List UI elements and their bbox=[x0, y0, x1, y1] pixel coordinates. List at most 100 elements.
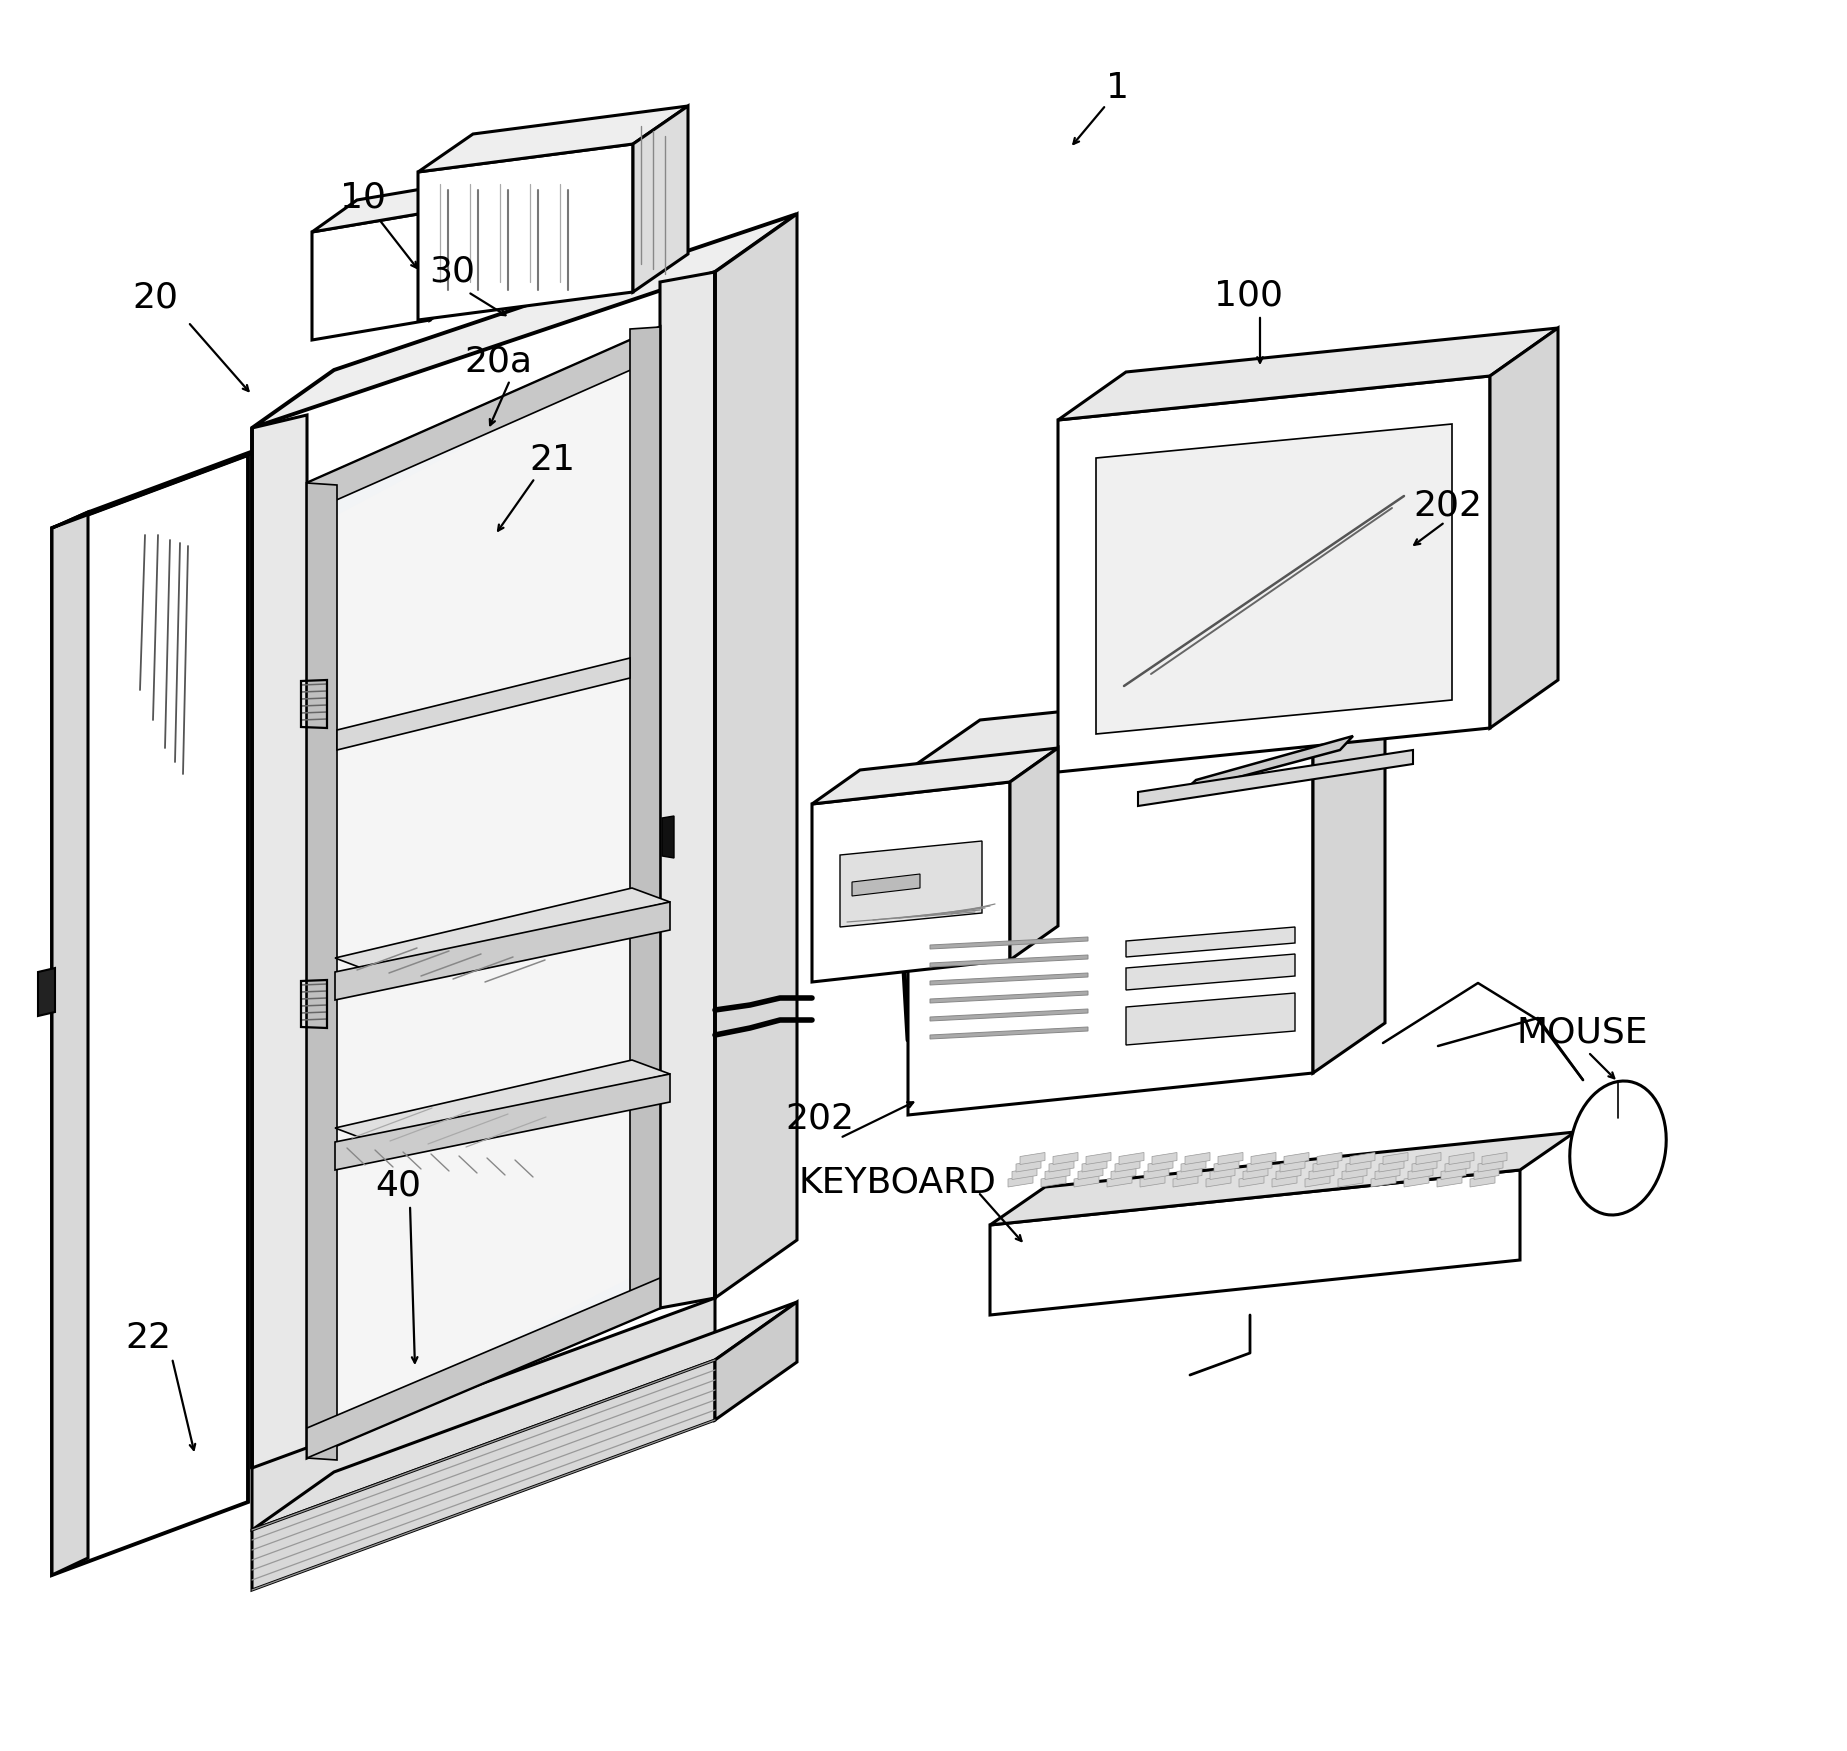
Text: 100: 100 bbox=[1213, 278, 1282, 312]
Polygon shape bbox=[990, 1131, 1575, 1226]
Polygon shape bbox=[1474, 1168, 1500, 1180]
Polygon shape bbox=[1247, 1159, 1273, 1171]
Polygon shape bbox=[1180, 1159, 1206, 1171]
Polygon shape bbox=[1273, 1175, 1297, 1187]
Polygon shape bbox=[251, 214, 798, 427]
Polygon shape bbox=[630, 327, 659, 1310]
Polygon shape bbox=[1350, 1152, 1374, 1164]
Polygon shape bbox=[1012, 1168, 1036, 1180]
Polygon shape bbox=[307, 1278, 659, 1459]
Polygon shape bbox=[1239, 1175, 1263, 1187]
Polygon shape bbox=[430, 180, 475, 320]
Polygon shape bbox=[909, 678, 1385, 770]
Polygon shape bbox=[715, 1303, 798, 1420]
Polygon shape bbox=[659, 271, 715, 1308]
Polygon shape bbox=[1095, 424, 1452, 734]
Polygon shape bbox=[931, 1009, 1088, 1021]
Polygon shape bbox=[1481, 1152, 1507, 1164]
Polygon shape bbox=[1437, 1175, 1463, 1187]
Polygon shape bbox=[1310, 1168, 1334, 1180]
Polygon shape bbox=[312, 180, 475, 231]
Polygon shape bbox=[312, 212, 430, 340]
Polygon shape bbox=[931, 937, 1088, 949]
Ellipse shape bbox=[1570, 1080, 1666, 1215]
Polygon shape bbox=[1143, 1168, 1169, 1180]
Polygon shape bbox=[251, 1297, 715, 1530]
Polygon shape bbox=[1049, 1159, 1073, 1171]
Polygon shape bbox=[1313, 1159, 1337, 1171]
Polygon shape bbox=[661, 816, 674, 858]
Polygon shape bbox=[39, 968, 55, 1016]
Polygon shape bbox=[1020, 1152, 1045, 1164]
Polygon shape bbox=[990, 1170, 1520, 1315]
Polygon shape bbox=[251, 1303, 798, 1530]
Polygon shape bbox=[1450, 1152, 1474, 1164]
Polygon shape bbox=[307, 327, 659, 1459]
Polygon shape bbox=[52, 511, 89, 1574]
Polygon shape bbox=[931, 1028, 1088, 1038]
Polygon shape bbox=[1407, 1168, 1433, 1180]
Polygon shape bbox=[334, 902, 670, 1000]
Polygon shape bbox=[336, 658, 630, 749]
Polygon shape bbox=[1206, 1175, 1230, 1187]
Polygon shape bbox=[1127, 954, 1295, 989]
Polygon shape bbox=[1008, 1175, 1032, 1187]
Polygon shape bbox=[1313, 678, 1385, 1073]
Text: 10: 10 bbox=[340, 180, 386, 215]
Polygon shape bbox=[1182, 735, 1354, 791]
Polygon shape bbox=[1149, 1159, 1173, 1171]
Polygon shape bbox=[251, 1361, 715, 1590]
Polygon shape bbox=[1016, 1159, 1042, 1171]
Polygon shape bbox=[1086, 1152, 1112, 1164]
Polygon shape bbox=[1213, 1159, 1239, 1171]
Polygon shape bbox=[1177, 1168, 1202, 1180]
Polygon shape bbox=[1317, 1152, 1343, 1164]
Polygon shape bbox=[1138, 749, 1413, 805]
Polygon shape bbox=[1042, 1175, 1066, 1187]
Polygon shape bbox=[52, 440, 283, 529]
Polygon shape bbox=[1243, 1168, 1269, 1180]
Polygon shape bbox=[334, 1073, 670, 1170]
Polygon shape bbox=[1370, 1175, 1396, 1187]
Polygon shape bbox=[1082, 1159, 1106, 1171]
Text: MOUSE: MOUSE bbox=[1516, 1016, 1648, 1049]
Polygon shape bbox=[931, 991, 1088, 1003]
Text: 202: 202 bbox=[785, 1101, 855, 1135]
Polygon shape bbox=[634, 107, 687, 292]
Polygon shape bbox=[931, 974, 1088, 986]
Polygon shape bbox=[307, 327, 659, 513]
Polygon shape bbox=[1112, 1168, 1136, 1180]
Polygon shape bbox=[1374, 1168, 1400, 1180]
Polygon shape bbox=[1444, 1159, 1470, 1171]
Polygon shape bbox=[1119, 1152, 1143, 1164]
Text: 21: 21 bbox=[528, 443, 574, 476]
Polygon shape bbox=[1058, 327, 1559, 420]
Text: 22: 22 bbox=[126, 1320, 172, 1355]
Polygon shape bbox=[1153, 1152, 1177, 1164]
Polygon shape bbox=[307, 483, 336, 1460]
Polygon shape bbox=[715, 214, 798, 1297]
Text: 20a: 20a bbox=[464, 345, 532, 378]
Polygon shape bbox=[1127, 926, 1295, 958]
Text: 40: 40 bbox=[375, 1168, 421, 1201]
Polygon shape bbox=[417, 144, 634, 320]
Polygon shape bbox=[931, 954, 1088, 967]
Polygon shape bbox=[417, 107, 687, 172]
Polygon shape bbox=[1058, 376, 1491, 772]
Text: 30: 30 bbox=[429, 256, 475, 289]
Polygon shape bbox=[1346, 1159, 1370, 1171]
Polygon shape bbox=[334, 888, 670, 972]
Polygon shape bbox=[1280, 1159, 1306, 1171]
Polygon shape bbox=[1411, 1159, 1437, 1171]
Polygon shape bbox=[1337, 1175, 1363, 1187]
Polygon shape bbox=[336, 359, 630, 1429]
Polygon shape bbox=[1140, 1175, 1165, 1187]
Polygon shape bbox=[1010, 748, 1058, 960]
Polygon shape bbox=[1383, 1152, 1407, 1164]
Polygon shape bbox=[1210, 1168, 1236, 1180]
Text: KEYBOARD: KEYBOARD bbox=[798, 1164, 996, 1199]
Polygon shape bbox=[1276, 1168, 1300, 1180]
Polygon shape bbox=[1284, 1152, 1310, 1164]
Text: 202: 202 bbox=[1413, 489, 1483, 522]
Polygon shape bbox=[1491, 327, 1559, 728]
